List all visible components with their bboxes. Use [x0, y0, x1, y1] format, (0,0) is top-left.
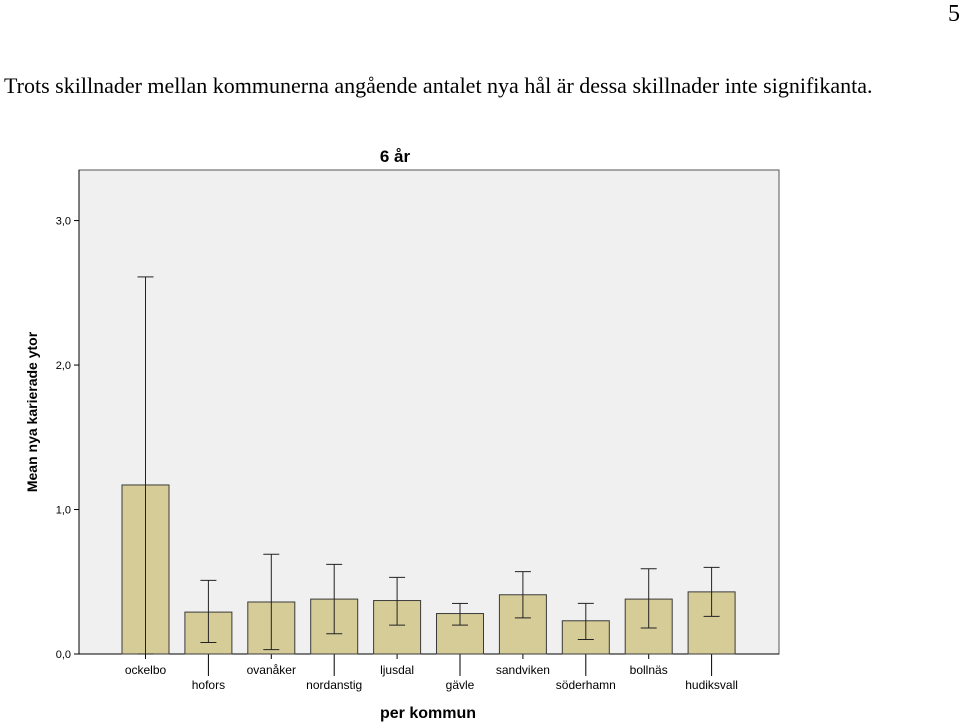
page-number: 5 — [948, 1, 960, 27]
error-bars — [137, 276, 720, 655]
y-tick-label: 1,0 — [56, 505, 71, 517]
plot-area — [78, 169, 780, 655]
x-tick-label-nordanstig: nordanstig — [306, 678, 362, 692]
x-tick-label-ljusdal: ljusdal — [380, 663, 414, 677]
x-tick-label-hudiksvall: hudiksvall — [685, 678, 738, 692]
x-tick-label-ovanåker: ovanåker — [247, 663, 296, 677]
x-tick-label-gävle: gävle — [446, 678, 475, 692]
x-tick-label-söderhamn: söderhamn — [556, 678, 616, 692]
y-tick-label: 3,0 — [56, 216, 71, 228]
y-tick-label: 2,0 — [56, 360, 71, 372]
body-paragraph: Trots skillnader mellan kommunerna angåe… — [4, 73, 873, 98]
x-tick-label-sandviken: sandviken — [496, 663, 550, 677]
x-tick-label-ockelbo: ockelbo — [125, 663, 167, 677]
x-axis-label: per kommun — [380, 705, 476, 722]
x-tick-label-bollnäs: bollnäs — [630, 663, 668, 677]
y-axis: 0,0 1,0 2,0 3,0 — [56, 170, 80, 661]
y-tick-label: 0,0 — [56, 649, 71, 661]
x-tick-label-hofors: hofors — [192, 678, 225, 692]
chart-title: 6 år — [380, 147, 411, 166]
y-axis-label: Mean nya karierade ytor — [24, 331, 40, 492]
x-tick-labels: ockelbo hofors ovanåker nordanstig ljusdal gä… — [125, 663, 738, 692]
x-axis — [79, 653, 779, 676]
